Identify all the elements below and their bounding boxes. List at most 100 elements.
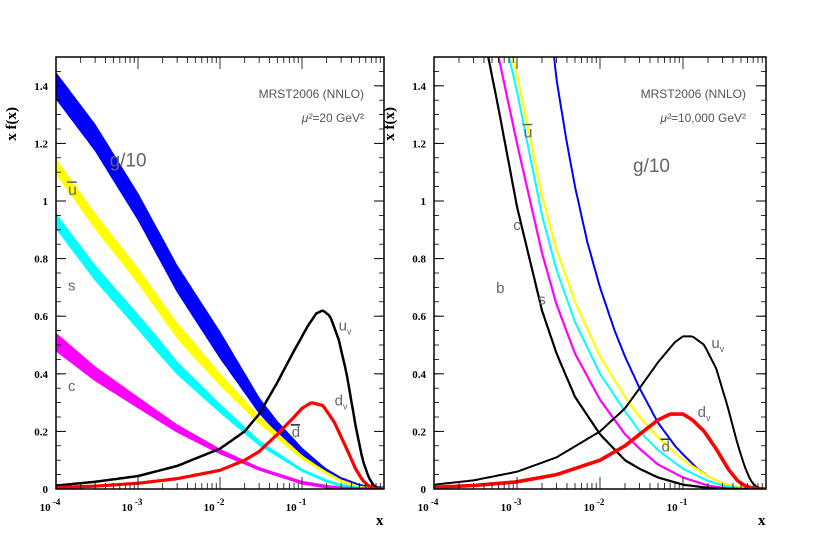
annotation-scale-prefix: μ²= <box>659 111 678 125</box>
annotation-pdf-set: MRST2006 (NNLO) <box>641 87 746 101</box>
x-tick-base: 10 <box>286 502 298 514</box>
label-g10-text: g/10 <box>633 156 670 177</box>
x-tick-label: 10 -3 <box>501 497 522 514</box>
x-tick-label: 10 -2 <box>584 497 605 514</box>
label-uv: uv <box>339 318 352 337</box>
label-uv-text: u <box>711 335 719 352</box>
y-tick-label: 0.6 <box>412 311 426 323</box>
label-s-text: s <box>538 292 546 309</box>
x-tick-base: 10 <box>40 502 52 514</box>
label-c-text: c <box>68 378 76 395</box>
series-ubar-line <box>512 57 766 489</box>
x-axis-title: x <box>376 513 384 529</box>
label-b-text: b <box>496 280 504 297</box>
label-dbar-text: d <box>292 424 300 441</box>
y-tick-label: 0.2 <box>412 426 426 438</box>
label-dv-text: d <box>698 404 706 421</box>
series-s-band <box>56 213 384 489</box>
series-uv-line <box>56 309 384 489</box>
y-tick-label: 1.4 <box>412 81 426 93</box>
label-g10: g/10 <box>110 150 147 171</box>
x-tick-base: 10 <box>122 502 134 514</box>
x-tick-base: 10 <box>667 502 679 514</box>
series-dv-line <box>434 412 766 489</box>
label-b: b <box>496 280 504 297</box>
label-s: s <box>538 292 546 309</box>
series-g10-band <box>56 71 384 489</box>
x-tick-exponent: -2 <box>595 497 605 507</box>
x-tick-label: 10 -1 <box>286 497 307 514</box>
label-s: s <box>68 277 76 294</box>
y-tick-label: 1 <box>421 196 427 208</box>
x-tick-base: 10 <box>584 502 596 514</box>
y-tick-label: 1.2 <box>412 138 426 150</box>
label-uv-subscript: v <box>347 327 352 337</box>
y-tick-label: 0.8 <box>34 254 48 266</box>
x-tick-exponent: -1 <box>297 497 307 507</box>
y-tick-label: 0 <box>43 484 49 496</box>
x-tick-label: 10 -1 <box>667 497 688 514</box>
label-uv-text: u <box>339 318 347 335</box>
x-tick-label: 10 -3 <box>122 497 143 514</box>
label-uv-subscript: v <box>720 344 725 354</box>
panel-right: 00.20.40.60.811.21.410 -4 10 -3 10 -2 10 -1… <box>382 56 767 529</box>
panel-left: 00.20.40.60.811.21.410 -4 10 -3 10 -2 10 -1… <box>4 56 385 529</box>
annotation-pdf-set: MRST2006 (NNLO) <box>259 87 364 101</box>
x-tick-exponent: -3 <box>133 497 143 507</box>
annotation-scale: μ²=10,000 GeV² <box>659 111 746 125</box>
x-tick-exponent: -1 <box>678 497 688 507</box>
y-axis-title: x f(x) <box>382 107 398 141</box>
label-c-text: c <box>513 217 521 234</box>
label-ubar: u <box>524 125 533 142</box>
y-tick-label: 0.4 <box>34 369 48 381</box>
series-uv-line <box>434 335 766 489</box>
x-tick-base: 10 <box>501 502 513 514</box>
series-group <box>56 71 384 489</box>
x-tick-base: 10 <box>418 502 430 514</box>
label-dv-subscript: v <box>343 401 348 411</box>
label-c: c <box>513 217 521 234</box>
y-tick-label: 1.4 <box>34 81 48 93</box>
annotation-scale-prefix: μ²= <box>301 111 320 125</box>
label-s-text: s <box>68 277 76 294</box>
annotation-scale-value: 20 GeV² <box>319 111 364 125</box>
label-ubar: u <box>68 182 77 199</box>
x-tick-base: 10 <box>204 502 216 514</box>
x-tick-exponent: -4 <box>429 497 439 507</box>
series-ubar-band <box>56 158 384 489</box>
series-dv-line <box>56 401 384 489</box>
label-dv: dv <box>698 404 711 423</box>
x-tick-label: 10 -4 <box>40 497 61 514</box>
y-tick-label: 1 <box>43 196 49 208</box>
label-g10: g/10 <box>633 156 670 177</box>
x-tick-exponent: -3 <box>512 497 522 507</box>
label-g10-text: g/10 <box>110 150 147 171</box>
label-dbar: d <box>661 439 669 456</box>
annotation-scale-value: 10,000 GeV² <box>678 111 746 125</box>
y-axis-title: x f(x) <box>4 107 20 141</box>
x-axis-title: x <box>758 513 766 529</box>
label-dv-subscript: v <box>706 413 711 423</box>
x-tick-label: 10 -4 <box>418 497 439 514</box>
annotation-scale: μ²=20 GeV² <box>301 111 364 125</box>
x-tick-label: 10 -2 <box>204 497 225 514</box>
label-ubar-text: u <box>524 125 533 142</box>
y-tick-label: 0.8 <box>412 254 426 266</box>
y-tick-label: 0.2 <box>34 426 48 438</box>
label-c: c <box>68 378 76 395</box>
label-dv-text: d <box>335 392 343 409</box>
label-dbar-text: d <box>661 439 669 456</box>
label-dbar: d <box>292 424 300 441</box>
x-tick-exponent: -4 <box>51 497 61 507</box>
y-tick-label: 1.2 <box>34 138 48 150</box>
label-ubar-text: u <box>68 182 77 199</box>
series-s-line <box>508 57 766 489</box>
y-tick-label: 0.4 <box>412 369 426 381</box>
series-c-band <box>56 332 384 489</box>
label-dv: dv <box>335 392 348 411</box>
y-tick-label: 0.6 <box>34 311 48 323</box>
label-uv: uv <box>711 335 724 354</box>
y-tick-label: 0 <box>421 484 427 496</box>
x-tick-exponent: -2 <box>215 497 225 507</box>
